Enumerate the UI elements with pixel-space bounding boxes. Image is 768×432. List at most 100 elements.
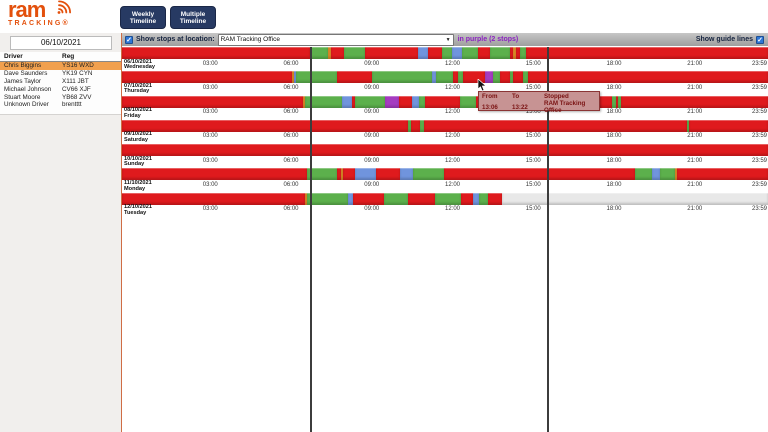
activity-segment-moving[interactable] — [612, 95, 616, 108]
activity-segment-idling[interactable] — [341, 95, 352, 108]
activity-segment-stopped[interactable] — [399, 95, 413, 108]
activity-segment-moving[interactable] — [413, 168, 444, 181]
multiple-timeline-button[interactable]: Multiple Timeline — [170, 6, 216, 29]
activity-segment-moving[interactable] — [660, 168, 675, 181]
activity-segment-moving[interactable] — [492, 71, 500, 84]
activity-segment-stopped[interactable] — [452, 71, 458, 84]
driver-row[interactable]: Stuart Moore YB68 ZVV — [0, 93, 121, 101]
activity-segment-moving[interactable] — [459, 95, 476, 108]
activity-segment-stopped[interactable] — [353, 192, 384, 205]
activity-segment-stopped[interactable] — [330, 47, 345, 59]
activity-segment-stopped[interactable] — [351, 95, 356, 108]
activity-segment-stopped[interactable] — [621, 95, 768, 108]
activity-segment-stopped[interactable] — [615, 95, 619, 108]
activity-segment-stopped[interactable] — [342, 168, 356, 181]
activity-segment-moving[interactable] — [618, 95, 622, 108]
activity-segment-stopped[interactable] — [525, 47, 768, 59]
activity-segment-stopped[interactable] — [689, 119, 768, 132]
location-select[interactable]: RAM Tracking Office ▼ — [217, 33, 454, 46]
activity-segment-stopped[interactable] — [423, 119, 687, 132]
activity-segment-brief-stop[interactable] — [304, 192, 308, 205]
activity-segment-stop-at-location[interactable] — [485, 71, 493, 84]
activity-segment-brief-stop[interactable] — [513, 47, 517, 59]
activity-segment-brief-stop[interactable] — [340, 168, 343, 181]
guide-line[interactable] — [547, 47, 550, 432]
activity-segment-brief-stop[interactable] — [674, 168, 677, 181]
activity-segment-stopped[interactable] — [122, 144, 768, 157]
activity-segment-stopped[interactable] — [364, 47, 418, 59]
driver-row[interactable]: Unknown Driver brentttt — [0, 101, 121, 109]
activity-segment-moving[interactable] — [305, 95, 342, 108]
activity-segment-no-data[interactable] — [501, 192, 768, 205]
activity-segment-moving[interactable] — [478, 192, 489, 205]
activity-segment-stopped[interactable] — [428, 47, 442, 59]
activity-segment-moving[interactable] — [419, 95, 425, 108]
activity-segment-moving[interactable] — [372, 71, 433, 84]
activity-segment-moving[interactable] — [383, 192, 409, 205]
activity-segment-stopped[interactable] — [411, 119, 421, 132]
activity-segment-moving[interactable] — [344, 47, 365, 59]
activity-segment-stopped[interactable] — [477, 47, 491, 59]
weekly-timeline-button[interactable]: Weekly Timeline — [120, 6, 166, 29]
activity-segment-stopped[interactable] — [512, 71, 524, 84]
driver-row[interactable]: James Taylor X111 JBT — [0, 78, 121, 86]
date-input[interactable]: 06/10/2021 — [10, 36, 112, 50]
activity-segment-stopped[interactable] — [337, 71, 372, 84]
activity-segment-moving[interactable] — [510, 71, 513, 84]
activity-segment-idling[interactable] — [651, 168, 661, 181]
activity-segment-stopped[interactable] — [122, 95, 303, 108]
activity-segment-brief-stop[interactable] — [302, 95, 306, 108]
activity-segment-moving[interactable] — [441, 47, 453, 59]
driver-row[interactable]: Dave Saunders YK19 CYN — [0, 70, 121, 78]
activity-segment-stopped[interactable] — [516, 47, 520, 59]
guide-line[interactable] — [309, 47, 312, 432]
activity-segment-stopped[interactable] — [676, 168, 768, 181]
activity-segment-stopped[interactable] — [122, 168, 307, 181]
activity-segment-stopped[interactable] — [122, 71, 292, 84]
activity-segment-stopped[interactable] — [122, 119, 409, 132]
activity-segment-stopped[interactable] — [499, 71, 511, 84]
activity-segment-moving[interactable] — [435, 192, 462, 205]
activity-segment-idling[interactable] — [412, 95, 420, 108]
activity-segment-stopped[interactable] — [527, 71, 768, 84]
activity-segment-moving[interactable] — [306, 168, 338, 181]
activity-segment-moving[interactable] — [408, 119, 412, 132]
activity-segment-stopped[interactable] — [408, 192, 436, 205]
activity-segment-moving[interactable] — [686, 119, 690, 132]
activity-segment-moving[interactable] — [355, 95, 385, 108]
activity-segment-stopped[interactable] — [122, 192, 305, 205]
activity-segment-stop-at-location[interactable] — [384, 95, 400, 108]
driver-row[interactable]: Chris Biggins YS16 WXD — [0, 62, 121, 70]
activity-segment-moving[interactable] — [435, 71, 453, 84]
activity-segment-moving[interactable] — [490, 47, 511, 59]
show-guide-lines-checkbox[interactable] — [756, 35, 764, 44]
activity-segment-moving[interactable] — [307, 192, 349, 205]
activity-segment-stopped[interactable] — [122, 47, 310, 59]
activity-segment-stopped[interactable] — [461, 192, 473, 205]
activity-segment-idling[interactable] — [399, 168, 414, 181]
activity-segment-stopped[interactable] — [488, 192, 502, 205]
activity-segment-moving[interactable] — [296, 71, 338, 84]
activity-segment-idling[interactable] — [348, 192, 354, 205]
activity-segment-idling[interactable] — [355, 168, 376, 181]
activity-segment-moving[interactable] — [457, 71, 464, 84]
activity-segment-moving[interactable] — [634, 168, 652, 181]
activity-segment-moving[interactable] — [420, 119, 424, 132]
activity-segment-idling[interactable] — [432, 71, 436, 84]
activity-segment-idling[interactable] — [452, 47, 462, 59]
activity-segment-idling[interactable] — [417, 47, 429, 59]
activity-segment-moving[interactable] — [309, 47, 329, 59]
activity-segment-stopped[interactable] — [443, 168, 635, 181]
activity-segment-brief-stop[interactable] — [328, 47, 331, 59]
activity-segment-moving[interactable] — [523, 71, 528, 84]
activity-segment-idling[interactable] — [294, 71, 297, 84]
activity-segment-moving[interactable] — [461, 47, 478, 59]
show-stops-checkbox[interactable] — [125, 35, 133, 44]
activity-segment-stopped[interactable] — [337, 168, 341, 181]
activity-segment-moving[interactable] — [519, 47, 526, 59]
activity-segment-stopped[interactable] — [375, 168, 400, 181]
activity-segment-stopped[interactable] — [510, 47, 514, 59]
activity-segment-idling[interactable] — [472, 192, 479, 205]
driver-row[interactable]: Michael Johnson CV66 XJF — [0, 85, 121, 93]
activity-segment-stopped[interactable] — [424, 95, 460, 108]
